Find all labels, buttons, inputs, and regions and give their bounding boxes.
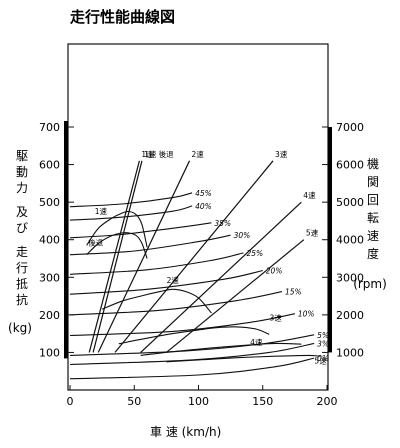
left-tick-label: 200	[39, 309, 60, 322]
engine-line-label: 4速	[303, 191, 316, 200]
engine-line-label: 2速	[192, 150, 205, 159]
resistance-label: 40%	[195, 202, 212, 211]
left-axis-label-char: び	[16, 221, 28, 235]
engine-speed-line	[97, 160, 191, 353]
engine-line-label: 1速 後退	[144, 149, 174, 159]
driving-force-curve	[118, 326, 270, 345]
resistance-curve	[69, 334, 315, 356]
engine-speed-line	[92, 160, 143, 353]
chart-title: 走行性能曲線図	[70, 8, 175, 26]
driving-force-label: 後退	[88, 237, 103, 247]
resistance-label: 30%	[234, 231, 251, 240]
left-axis-label-char: 抗	[16, 292, 28, 307]
chart-curves	[69, 160, 321, 380]
engine-line-label: 1速	[141, 150, 154, 159]
resistance-label: 15%	[285, 288, 302, 297]
left-axis-label-char: 走	[16, 245, 28, 259]
right-axis-label-char: 速	[367, 229, 379, 243]
left-tick-label: 700	[39, 121, 60, 134]
x-tick-label: 50	[127, 395, 141, 408]
x-tick-label: 150	[252, 395, 273, 408]
resistance-curve	[69, 234, 231, 256]
right-tick-label: 6000	[336, 159, 364, 172]
resistance-label: 3%	[317, 339, 329, 348]
driving-force-label: 1速	[95, 207, 108, 216]
x-axis-label: 車 速 (km/h)	[150, 425, 221, 439]
right-axis-label-char: 転	[367, 211, 379, 225]
driving-force-curve	[86, 210, 148, 248]
right-axis-label-char: 機	[367, 156, 379, 171]
resistance-curve	[69, 205, 193, 221]
x-tick-label: 100	[188, 395, 209, 408]
driving-force-curve	[86, 232, 148, 259]
driving-force-label: 4速	[250, 338, 263, 347]
resistance-curve	[69, 222, 212, 239]
resistance-label: 25%	[246, 249, 263, 258]
x-tick-label: 200	[317, 395, 338, 408]
left-axis-label-char: (kg)	[8, 321, 32, 335]
right-tick-label: 2000	[336, 309, 364, 322]
resistance-label: 10%	[298, 310, 315, 319]
right-tick-label: 4000	[336, 234, 364, 247]
resistance-curve	[69, 291, 283, 316]
engine-speed-line	[88, 160, 140, 353]
right-tick-label: 1000	[336, 346, 364, 359]
right-scale-bar	[328, 127, 332, 353]
resistance-label: 35%	[214, 219, 231, 228]
resistance-label: 0%	[317, 354, 329, 363]
plot-frame	[67, 43, 329, 391]
engine-speed-line	[165, 239, 305, 353]
resistance-curve	[69, 357, 315, 380]
engine-speed-line	[114, 160, 274, 353]
resistance-label: 5%	[317, 331, 329, 340]
left-axis-ticks: 100 200 300 400 500 600 700	[39, 121, 74, 359]
right-tick-label: 3000	[336, 271, 364, 284]
engine-line-label: 3速	[275, 150, 288, 159]
left-tick-label: 100	[39, 346, 60, 359]
right-axis-label-char: (rpm)	[353, 277, 387, 291]
left-tick-label: 300	[39, 271, 60, 284]
right-tick-label: 5000	[336, 196, 364, 209]
resistance-curve	[69, 269, 263, 295]
left-tick-label: 600	[39, 159, 60, 172]
resistance-label: 45%	[195, 189, 212, 198]
engine-speed-line	[140, 201, 302, 353]
resistance-curve	[69, 252, 244, 275]
right-axis-ticks: 1000 2000 3000 4000 5000 6000 7000	[322, 121, 364, 359]
left-tick-label: 400	[39, 234, 60, 247]
x-axis-ticks: 0 50 100 150 200	[67, 385, 338, 408]
left-axis-label-char: 行	[16, 261, 28, 275]
driving-force-label: 5速	[314, 357, 327, 366]
left-axis-label-char: 動	[16, 165, 28, 179]
driving-force-label: 3速	[269, 313, 282, 322]
left-axis-label-char: 力	[16, 181, 28, 195]
driving-force-curve	[166, 354, 321, 363]
left-scale-bar	[64, 127, 68, 353]
right-tick-label: 7000	[336, 121, 364, 134]
x-tick-label: 0	[67, 395, 74, 408]
resistance-curve	[69, 192, 193, 208]
left-axis-label-char: 駆	[16, 149, 28, 163]
resistance-curve	[69, 342, 315, 366]
right-axis-label-char: 度	[367, 246, 379, 261]
engine-line-label: 5速	[306, 229, 319, 238]
driving-force-label: 2速	[167, 276, 180, 285]
resistance-label: 20%	[266, 267, 283, 276]
left-axis-label-char: 抵	[16, 277, 28, 291]
driving-force-curve	[140, 342, 302, 356]
right-axis-label-char: 関	[367, 175, 379, 189]
left-axis-label-char: 及	[16, 205, 28, 219]
left-tick-label: 500	[39, 196, 60, 209]
right-axis-label-char: 回	[367, 193, 379, 207]
resistance-curve	[69, 313, 296, 337]
